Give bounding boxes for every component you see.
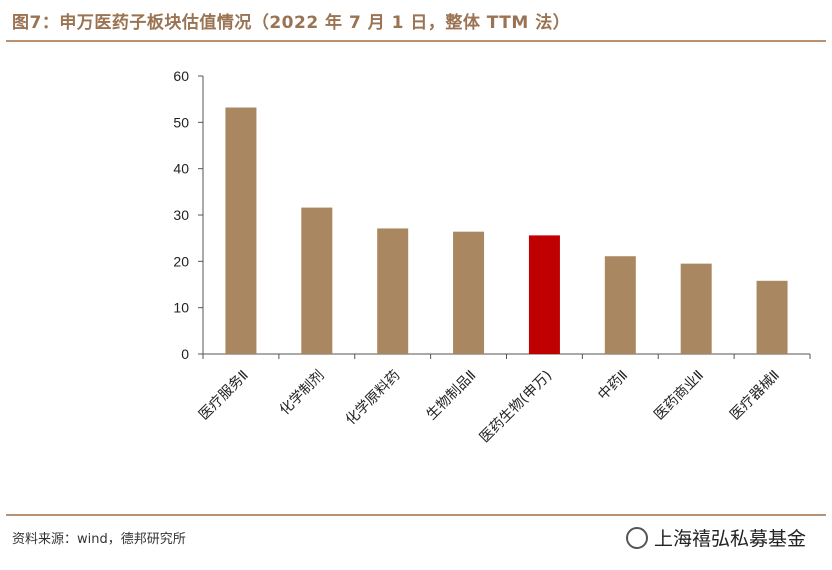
wechat-icon — [625, 526, 648, 549]
x-tick-label: 生物制品Ⅱ — [424, 368, 480, 424]
footer-divider — [6, 514, 826, 516]
source-note: 资料来源：wind，德邦研究所 — [12, 532, 186, 547]
x-tick-label: 医疗服务Ⅱ — [196, 368, 252, 424]
bar — [453, 231, 485, 354]
bar — [756, 280, 788, 354]
watermark-text: 上海禧弘私募基金 — [653, 528, 806, 550]
x-tick-label: 医药生物(申万) — [477, 368, 555, 446]
chart-bars — [225, 107, 788, 354]
x-tick-label: 化学原料药 — [343, 368, 404, 429]
y-tick-label: 20 — [173, 253, 189, 269]
bar — [225, 107, 257, 354]
x-tick-label: 医药商业Ⅱ — [651, 368, 707, 424]
x-tick-label: 中药Ⅱ — [595, 368, 631, 404]
bar — [301, 207, 333, 354]
y-tick-label: 60 — [173, 68, 189, 84]
chart-title: 图7：申万医药子板块估值情况（2022 年 7 月 1 日，整体 TTM 法） — [12, 13, 571, 33]
bar — [528, 235, 560, 354]
bar — [604, 256, 636, 354]
bar-chart: 0 10 20 30 40 50 60 医疗服务Ⅱ 化学制剂 化学原料药 生物制品Ⅱ医药生物(申万… — [173, 68, 811, 446]
y-tick-label: 50 — [173, 114, 189, 130]
bar — [680, 263, 712, 354]
watermark: 上海禧弘私募基金 — [625, 524, 806, 551]
y-tick-label: 0 — [181, 346, 189, 362]
y-tick-label: 10 — [173, 300, 189, 316]
bar — [377, 228, 409, 354]
chart-axes: 0 10 20 30 40 50 60 — [173, 68, 811, 362]
y-tick-label: 30 — [173, 207, 189, 223]
x-tick-label: 化学制剂 — [277, 368, 328, 419]
title-divider — [6, 40, 826, 42]
x-tick-label: 医疗器械Ⅱ — [727, 368, 783, 424]
y-tick-label: 40 — [173, 161, 189, 177]
